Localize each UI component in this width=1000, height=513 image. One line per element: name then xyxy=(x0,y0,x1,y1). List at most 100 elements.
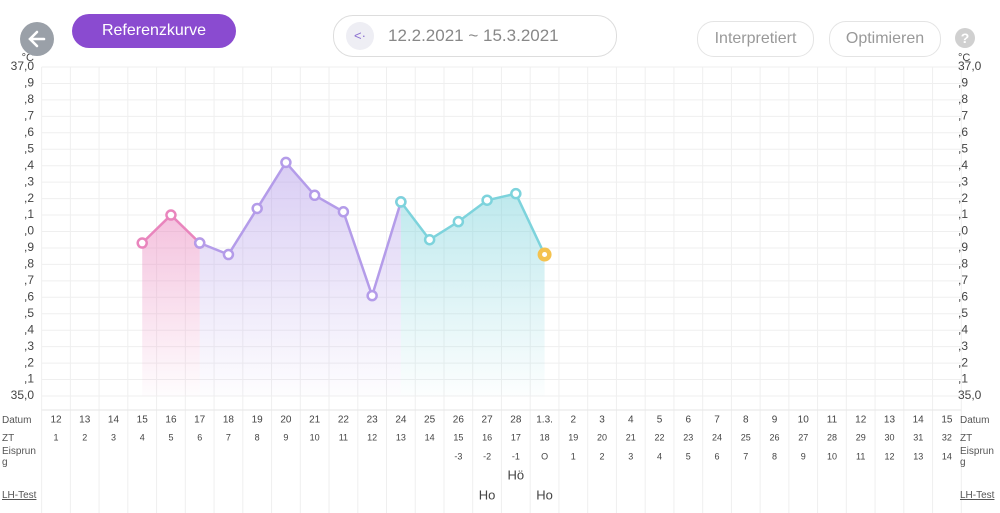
line xyxy=(399,192,546,256)
line xyxy=(199,160,403,300)
range-icon: <· xyxy=(346,22,374,50)
help-button[interactable]: ? xyxy=(955,28,975,48)
marker xyxy=(136,237,148,249)
x-tick-label: 27 xyxy=(482,415,494,426)
ovulation-value: -3 xyxy=(454,451,462,461)
area xyxy=(400,193,545,396)
x-tick-label: 14 xyxy=(108,415,120,426)
x-tick-label: 19 xyxy=(252,415,264,426)
zt-value: 8 xyxy=(255,432,260,442)
y-tick-label: ,7 xyxy=(24,109,34,123)
row-label: ZT xyxy=(2,433,15,444)
marker xyxy=(337,206,350,218)
row-label: Eisprung xyxy=(960,446,994,468)
marker xyxy=(222,248,235,261)
row-label: LH-Test xyxy=(2,490,37,501)
y-tick-label: ,1 xyxy=(24,372,34,386)
ovulation-value: 1 xyxy=(571,451,576,461)
marker-center xyxy=(542,252,548,258)
y-tick-label: ,8 xyxy=(24,257,34,271)
y2-tick-label: ,4 xyxy=(958,158,968,172)
x-tick-label: 13 xyxy=(79,415,91,426)
x-tick-label: 7 xyxy=(714,415,720,426)
y2-tick-label: ,5 xyxy=(958,306,968,320)
y-tick-label: ,4 xyxy=(24,322,34,336)
zt-value: 28 xyxy=(827,432,837,442)
y-tick-label: 35,0 xyxy=(11,388,35,402)
zt-value: 16 xyxy=(482,432,492,442)
y2-tick-label: ,3 xyxy=(958,339,968,353)
ovulation-value: 6 xyxy=(715,451,720,461)
y2-tick-label: ,6 xyxy=(958,125,968,139)
y-tick-label: ,0 xyxy=(24,224,34,238)
y-tick-label: 37,0 xyxy=(11,59,35,73)
ovulation-value: 12 xyxy=(884,451,894,461)
marker xyxy=(193,237,206,249)
ovulation-value: 8 xyxy=(772,451,777,461)
x-tick-label: 15 xyxy=(941,415,953,426)
x-tick-label: 12 xyxy=(50,415,62,426)
y-tick-label: ,5 xyxy=(24,306,34,320)
lh-value: Ho xyxy=(479,487,496,502)
y2-tick-label: ,1 xyxy=(958,372,968,386)
ovulation-value: 14 xyxy=(942,451,952,461)
x-tick-label: 14 xyxy=(913,415,925,426)
marker xyxy=(481,194,493,206)
ovulation-value: 5 xyxy=(686,451,691,461)
y2-tick-label: ,3 xyxy=(958,174,968,188)
y2-tick-label: ,8 xyxy=(958,92,968,106)
reference-curve-button[interactable]: Referenzkurve xyxy=(72,14,236,48)
y-tick-label: ,1 xyxy=(24,207,34,221)
marker xyxy=(165,209,177,221)
zt-value: 26 xyxy=(769,432,779,442)
x-tick-label: 22 xyxy=(338,415,350,426)
row-label: Datum xyxy=(960,415,990,426)
y-tick-label: ,8 xyxy=(24,92,34,106)
y-tick-label: ,7 xyxy=(24,273,34,287)
y2-tick-label: ,4 xyxy=(958,322,968,336)
x-tick-label: 1.3. xyxy=(536,415,553,426)
optimize-button[interactable]: Optimieren xyxy=(829,21,941,57)
y2-tick-label: ,2 xyxy=(958,355,968,369)
back-button[interactable] xyxy=(20,22,54,56)
zt-value: 30 xyxy=(884,432,894,442)
zt-value: 20 xyxy=(597,432,607,442)
y2-tick-label: ,1 xyxy=(958,207,968,221)
y-tick-label: ,5 xyxy=(24,141,34,155)
x-tick-label: 12 xyxy=(855,415,867,426)
x-tick-label: 21 xyxy=(309,415,321,426)
zt-value: 24 xyxy=(712,432,722,442)
y2-tick-label: ,9 xyxy=(958,240,968,254)
x-tick-label: 25 xyxy=(424,415,436,426)
x-tick-label: 5 xyxy=(657,415,663,426)
ovulation-value: 2 xyxy=(600,451,605,461)
x-tick-label: 9 xyxy=(772,415,778,426)
row-label: ZT xyxy=(960,433,973,444)
marker xyxy=(251,202,263,215)
y-tick-label: ,6 xyxy=(24,125,34,139)
x-tick-label: 28 xyxy=(510,415,522,426)
zt-value: 10 xyxy=(310,432,320,442)
row-label: Datum xyxy=(2,415,32,426)
x-tick-label: 17 xyxy=(194,415,206,426)
ovulation-value: 11 xyxy=(856,451,865,461)
zt-value: 3 xyxy=(111,432,116,442)
zt-value: 12 xyxy=(367,432,377,442)
zt-value: 5 xyxy=(168,432,173,442)
ovulation-value: O xyxy=(541,451,548,461)
zt-value: 7 xyxy=(226,432,231,442)
x-tick-label: 20 xyxy=(280,415,292,426)
x-tick-label: 10 xyxy=(798,415,810,426)
zt-value: 23 xyxy=(683,432,693,442)
date-range[interactable]: <· 12.2.2021 ~ 15.3.2021 xyxy=(333,15,617,57)
zt-value: 14 xyxy=(425,432,435,442)
interpret-button[interactable]: Interpretiert xyxy=(697,21,814,57)
zt-value: 17 xyxy=(511,432,521,442)
ovulation-value: -1 xyxy=(512,451,520,461)
y2-tick-label: ,9 xyxy=(958,76,968,90)
x-tick-label: 2 xyxy=(571,415,577,426)
zt-value: 32 xyxy=(942,432,952,442)
ovulation-value: 10 xyxy=(827,451,837,461)
y2-tick-label: ,5 xyxy=(958,141,968,155)
